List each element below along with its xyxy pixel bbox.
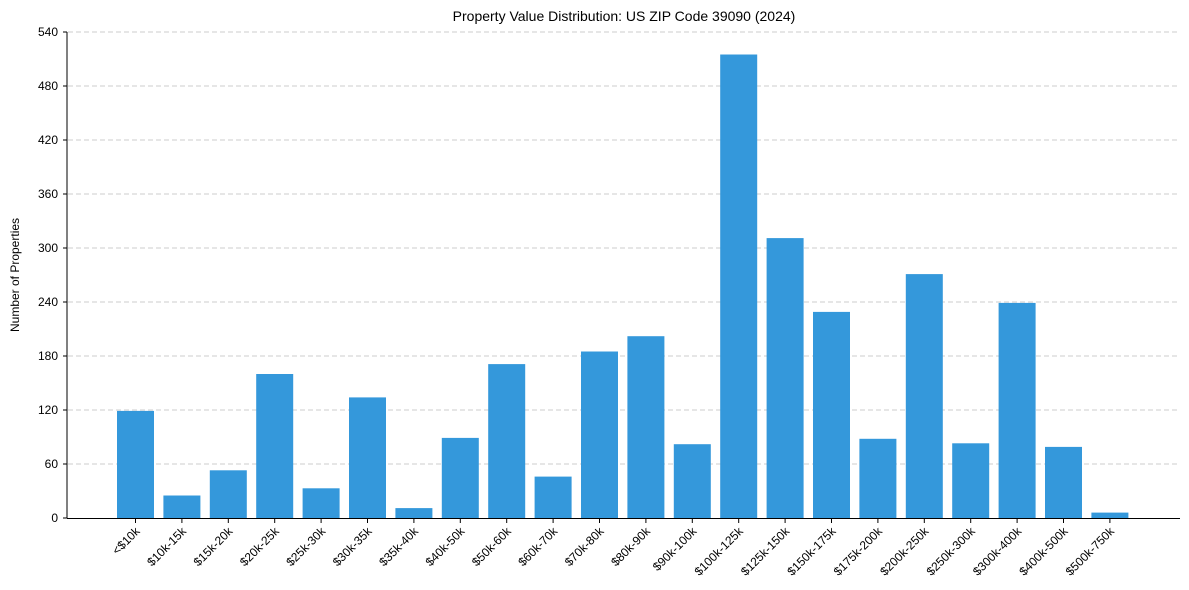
y-tick-label: 180 xyxy=(38,349,58,363)
bar xyxy=(441,437,479,518)
bar xyxy=(256,374,294,518)
x-tick-label: $40k-50k xyxy=(423,524,469,570)
x-tick-label: $10k-15k xyxy=(144,524,190,570)
bar xyxy=(302,488,340,518)
y-axis-label: Number of Properties xyxy=(8,218,22,332)
bar xyxy=(1045,446,1082,518)
x-tick-label: $500k-750k xyxy=(1063,524,1118,579)
bar xyxy=(952,443,990,518)
bar xyxy=(395,508,433,518)
x-tick-label: $15k-20k xyxy=(191,524,237,570)
bar xyxy=(209,470,247,518)
bar xyxy=(766,238,804,518)
bar xyxy=(349,397,386,518)
bar xyxy=(1091,512,1129,518)
bar xyxy=(998,302,1036,518)
x-tick-label: $25k-30k xyxy=(283,524,329,570)
bar xyxy=(117,410,154,518)
x-axis-ticks: <$10k $10k-15k $15k-20k $20k-25k $25k-30k $30… xyxy=(109,519,1118,579)
chart-title: Property Value Distribution: US ZIP Code… xyxy=(453,8,796,24)
y-tick-label: 420 xyxy=(38,133,58,147)
bar xyxy=(813,311,850,518)
bar xyxy=(905,274,943,518)
x-tick-label: $70k-80k xyxy=(562,524,608,570)
y-tick-label: 300 xyxy=(38,241,58,255)
bars xyxy=(117,54,1129,518)
x-tick-label: $60k-70k xyxy=(515,524,561,570)
x-tick-label: $20k-25k xyxy=(237,524,283,570)
bar xyxy=(673,444,711,518)
bar xyxy=(859,438,897,518)
x-tick-label: $35k-40k xyxy=(376,524,422,570)
bar xyxy=(488,364,526,518)
bar xyxy=(720,54,758,518)
y-tick-label: 360 xyxy=(38,187,58,201)
y-tick-label: 0 xyxy=(51,511,58,525)
y-axis-ticks: 0 60 120 180 240 300 360 420 480 540 xyxy=(38,25,67,525)
x-tick-label: $50k-60k xyxy=(469,524,515,570)
y-tick-label: 60 xyxy=(45,457,59,471)
x-tick-label: <$10k xyxy=(109,524,143,558)
y-tick-label: 240 xyxy=(38,295,58,309)
y-tick-label: 480 xyxy=(38,79,58,93)
x-tick-label: $30k-35k xyxy=(330,524,376,570)
y-tick-label: 540 xyxy=(38,25,58,39)
bar xyxy=(581,351,618,518)
bar xyxy=(627,336,665,518)
y-gridlines xyxy=(68,31,1180,465)
bar xyxy=(534,476,572,518)
bar xyxy=(163,495,201,518)
y-tick-label: 120 xyxy=(38,403,58,417)
x-tick-label: $80k-90k xyxy=(608,524,654,570)
